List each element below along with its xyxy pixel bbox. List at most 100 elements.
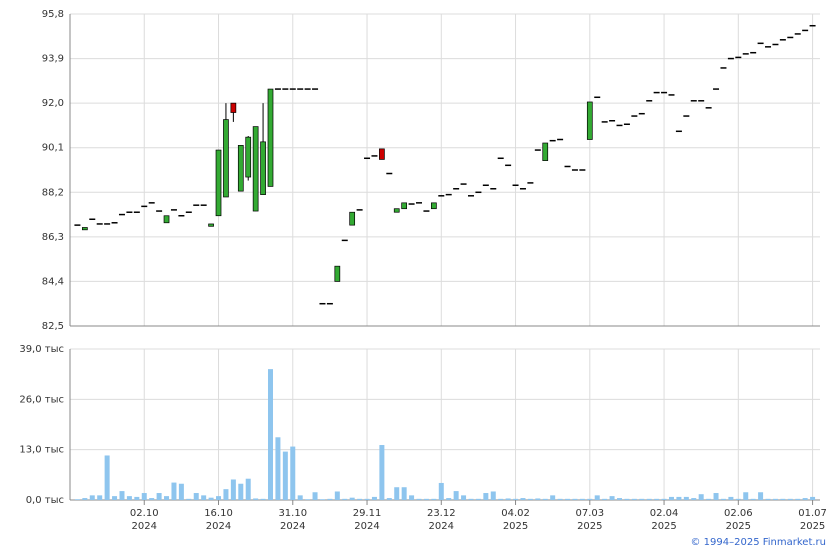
candle-body: [163, 215, 170, 224]
volume-bar: [639, 498, 645, 500]
x-tick-year: 2024: [206, 521, 231, 532]
volume-bar: [431, 498, 437, 500]
volume-bar: [490, 491, 496, 500]
volume-bar: [423, 498, 429, 500]
volume-bar: [438, 482, 444, 500]
volume-bar: [587, 498, 593, 500]
x-tick-label: 29.11: [353, 508, 382, 519]
volume-bar: [810, 496, 816, 500]
volume-bar: [208, 497, 214, 500]
volume-bar: [119, 491, 125, 500]
x-tick-year: 2025: [577, 521, 602, 532]
candle-body: [215, 149, 222, 217]
candle-body: [252, 126, 259, 212]
volume-bar: [134, 496, 140, 500]
candle-body: [401, 202, 408, 210]
volume-bar: [305, 499, 311, 500]
x-tick-year: 2025: [651, 521, 676, 532]
volume-bar: [617, 498, 623, 500]
volume-bar: [327, 498, 333, 500]
volume-bar: [802, 498, 808, 500]
volume-bar: [542, 498, 548, 500]
volume-bar: [624, 498, 630, 500]
volume-bar: [409, 495, 415, 500]
y-tick-label: 0,0 тыс: [26, 495, 64, 506]
volume-bar: [565, 498, 571, 500]
volume-bar: [520, 498, 526, 500]
volume-bar: [654, 498, 660, 500]
volume-bar: [379, 445, 385, 500]
volume-bar: [364, 498, 370, 500]
volume-bar: [765, 498, 771, 500]
x-tick-year: 2024: [354, 521, 379, 532]
volume-bar: [661, 498, 667, 500]
volume-bar: [594, 495, 600, 500]
volume-bar: [550, 495, 556, 500]
volume-bar: [89, 495, 95, 500]
volume-bar: [513, 498, 519, 500]
volume-bar: [713, 493, 719, 500]
candle-body: [82, 227, 88, 231]
volume-bar: [475, 498, 481, 500]
volume-bar: [505, 498, 511, 500]
candle-body: [245, 136, 252, 178]
x-tick-label: 02.10: [130, 508, 159, 519]
volume-bar: [446, 498, 452, 500]
volume-bar: [267, 369, 273, 500]
volume-bar: [312, 492, 318, 500]
volume-bar: [223, 489, 229, 500]
volume-bar: [631, 498, 637, 500]
volume-bar: [579, 498, 585, 500]
volume-bar: [646, 498, 652, 500]
volume-bar: [282, 451, 288, 500]
volume-bar: [260, 498, 266, 500]
volume-bar: [706, 498, 712, 500]
x-tick-year: 2025: [800, 521, 825, 532]
x-tick-year: 2025: [726, 521, 751, 532]
volume-bar: [527, 498, 533, 500]
candle-body: [586, 101, 593, 140]
volume-bar: [780, 498, 786, 500]
candle-body: [260, 141, 266, 195]
volume-bar: [698, 494, 704, 500]
volume-bar: [461, 495, 467, 500]
volume-bar: [186, 498, 192, 500]
volume-bar: [253, 498, 259, 500]
volume-bar: [394, 487, 400, 500]
volume-bar: [602, 498, 608, 500]
volume-bar: [535, 498, 541, 500]
x-tick-label: 02.06: [724, 508, 753, 519]
volume-bar: [386, 498, 392, 500]
volume-bar: [609, 496, 615, 500]
x-tick-label: 07.03: [575, 508, 604, 519]
volume-bar: [275, 437, 281, 500]
volume-bar: [334, 491, 340, 500]
x-tick-label: 31.10: [278, 508, 307, 519]
candle-body: [349, 211, 356, 226]
y-tick-label: 93,9: [42, 54, 64, 65]
candle-body: [237, 145, 244, 192]
copyright: © 1994–2025 Finmarket.ru: [690, 537, 826, 548]
volume-bar: [557, 498, 563, 500]
candle-body: [208, 223, 214, 227]
volume-bar: [735, 498, 741, 500]
volume-bar: [238, 483, 244, 500]
volume-bar: [371, 496, 377, 500]
volume-bar: [216, 496, 222, 500]
volume-bar: [483, 493, 489, 500]
volume-bar: [97, 495, 103, 500]
candle-body: [542, 142, 549, 161]
volume-bar: [691, 498, 697, 500]
volume-bar: [201, 495, 207, 500]
x-tick-label: 02.04: [650, 508, 679, 519]
volume-bar: [178, 483, 184, 500]
y-tick-label: 95,8: [42, 9, 64, 20]
volume-bar: [743, 492, 749, 500]
volume-bar: [795, 498, 801, 500]
y-tick-label: 84,4: [42, 276, 64, 287]
volume-bar: [683, 496, 689, 500]
candle-body: [223, 119, 229, 198]
x-tick-label: 23.12: [427, 508, 456, 519]
volume-bar: [357, 498, 363, 500]
